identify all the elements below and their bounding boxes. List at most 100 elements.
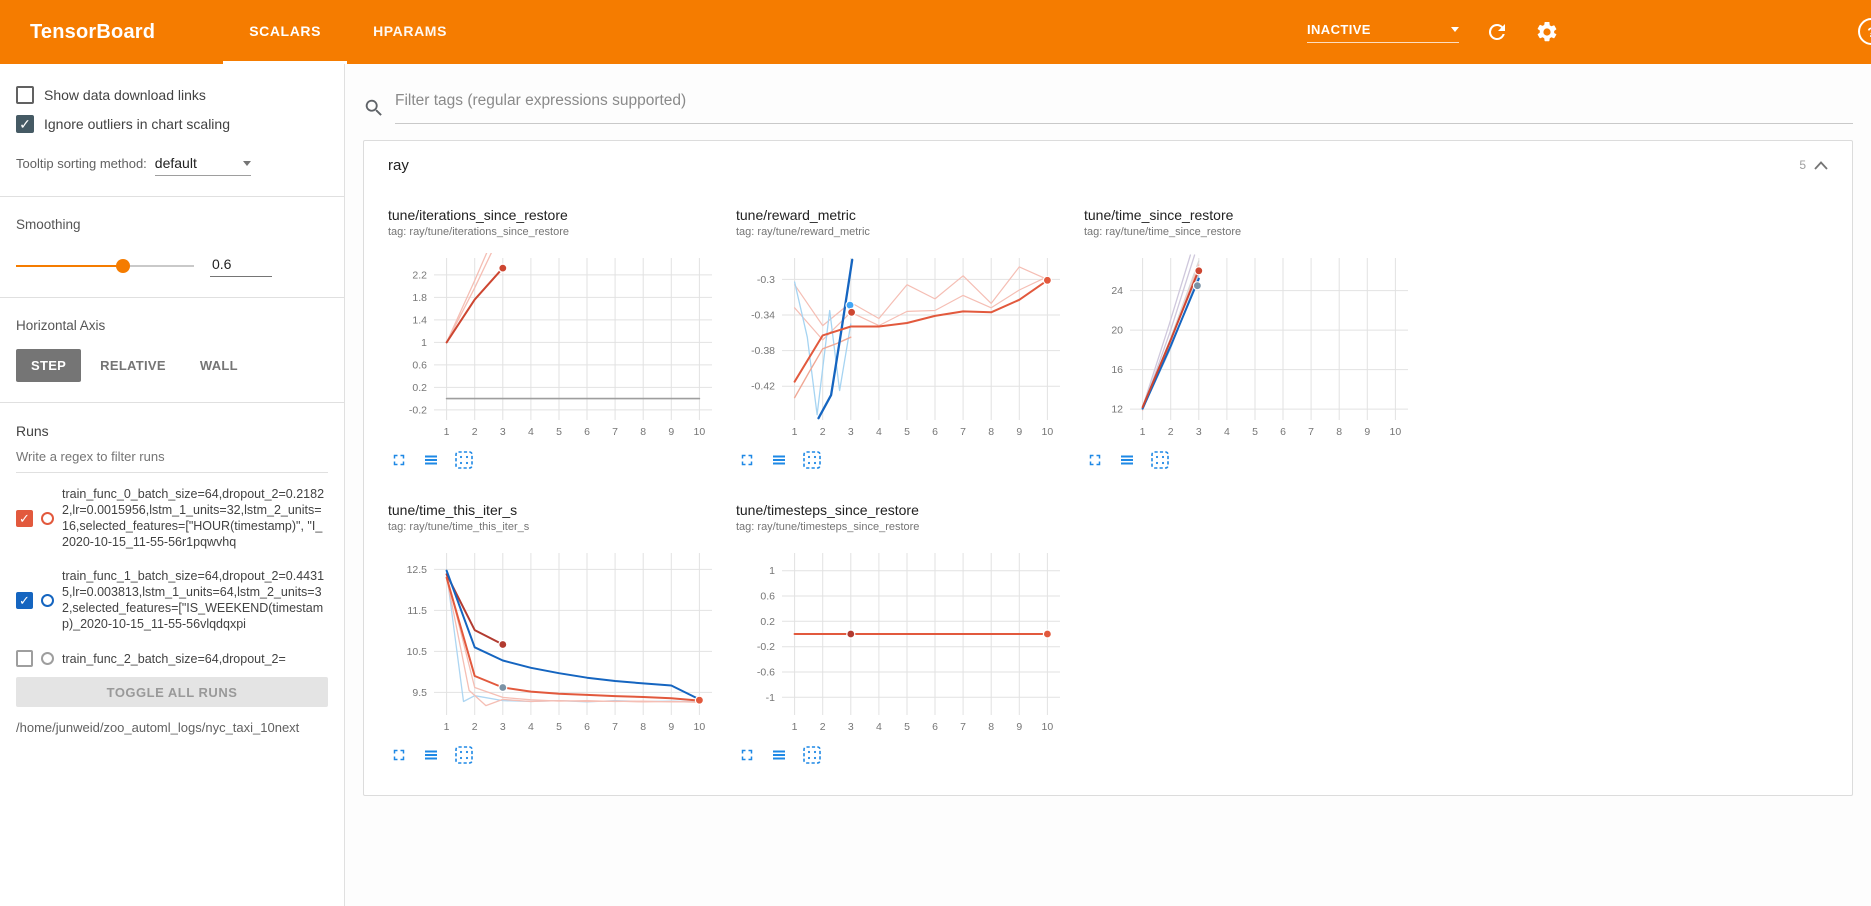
svg-text:12.5: 12.5 bbox=[407, 564, 428, 576]
chart-toolbar bbox=[736, 745, 1066, 765]
run-item[interactable]: ✓ train_func_1_batch_size=64,dropout_2=0.… bbox=[16, 559, 328, 641]
svg-text:1.4: 1.4 bbox=[412, 314, 427, 326]
svg-text:3: 3 bbox=[848, 426, 854, 438]
fit-domain-icon[interactable] bbox=[802, 450, 822, 470]
fit-domain-icon[interactable] bbox=[454, 745, 474, 765]
axis-wall-button[interactable]: WALL bbox=[185, 349, 253, 382]
horizontal-axis-section: Horizontal Axis STEP RELATIVE WALL bbox=[16, 318, 328, 382]
chart-toolbar bbox=[388, 450, 718, 470]
run-filter-input[interactable] bbox=[16, 439, 328, 473]
svg-text:1: 1 bbox=[792, 426, 798, 438]
run-color-ring bbox=[41, 511, 54, 525]
svg-text:8: 8 bbox=[640, 721, 646, 733]
run-checkbox[interactable]: ✓ bbox=[16, 509, 33, 527]
content-area: Show data download links ✓ Ignore outlie… bbox=[0, 64, 1871, 906]
axis-relative-button[interactable]: RELATIVE bbox=[85, 349, 181, 382]
ignore-outliers-checkbox[interactable]: ✓ Ignore outliers in chart scaling bbox=[16, 115, 328, 133]
svg-text:2: 2 bbox=[820, 721, 826, 733]
tag-filter-input[interactable] bbox=[395, 92, 1853, 124]
chart-plot[interactable]: -0.42 -0.38 -0.34 -0.3 1 2 3 4 5 6 7 8 9 10 bbox=[736, 248, 1070, 446]
expand-chart-icon[interactable] bbox=[1086, 451, 1104, 469]
run-selector-icon[interactable] bbox=[1118, 451, 1136, 469]
expand-chart-icon[interactable] bbox=[738, 451, 756, 469]
svg-text:9: 9 bbox=[668, 426, 674, 438]
svg-text:5: 5 bbox=[904, 721, 910, 733]
smoothing-slider[interactable] bbox=[16, 258, 194, 273]
checkbox-label: Show data download links bbox=[44, 87, 206, 103]
chart-plot[interactable]: 9.5 10.5 11.5 12.5 1 2 3 4 5 6 7 8 9 10 bbox=[388, 543, 722, 741]
divider bbox=[0, 297, 344, 298]
expand-chart-icon[interactable] bbox=[738, 746, 756, 764]
chart-title: tune/time_since_restore bbox=[1084, 207, 1234, 223]
svg-text:7: 7 bbox=[1308, 426, 1314, 438]
svg-text:9.5: 9.5 bbox=[412, 687, 427, 699]
settings-gear-icon[interactable] bbox=[1535, 20, 1559, 44]
run-item[interactable]: ✓ train_func_0_batch_size=64,dropout_2=0.… bbox=[16, 477, 328, 559]
reload-status-select[interactable]: INACTIVE bbox=[1307, 22, 1459, 43]
tag-group-card: ray 5 tune/iterations_since_restore tag: … bbox=[363, 140, 1853, 796]
chevron-up-icon[interactable] bbox=[1814, 160, 1828, 170]
chart-grid: tune/iterations_since_restore tag: ray/tu… bbox=[364, 189, 1852, 795]
chart-plot[interactable]: -0.2 0.2 0.6 1 1.4 1.8 2.2 1 2 3 4 5 6 7 8 9 10 bbox=[388, 248, 722, 446]
smoothing-label: Smoothing bbox=[16, 217, 81, 232]
run-checkbox[interactable]: ✓ bbox=[16, 591, 33, 609]
chart-plot[interactable]: -1 -0.6 -0.2 0.2 0.6 1 1 2 3 4 5 6 7 8 9 10 bbox=[736, 543, 1070, 741]
svg-text:7: 7 bbox=[612, 721, 618, 733]
tab-hparams[interactable]: HPARAMS bbox=[373, 22, 448, 39]
axis-step-button[interactable]: STEP bbox=[16, 349, 82, 382]
svg-text:4: 4 bbox=[876, 721, 882, 733]
reload-status-value: INACTIVE bbox=[1307, 21, 1371, 37]
svg-text:20: 20 bbox=[1111, 325, 1123, 337]
smoothing-section: Smoothing bbox=[16, 217, 328, 277]
tab-scalars[interactable]: SCALARS bbox=[223, 0, 348, 64]
svg-text:10: 10 bbox=[1042, 721, 1054, 733]
svg-text:9: 9 bbox=[668, 721, 674, 733]
log-directory-path: /home/junweid/zoo_automl_logs/nyc_taxi_1… bbox=[16, 720, 300, 735]
svg-text:4: 4 bbox=[528, 721, 534, 733]
toggle-all-runs-button[interactable]: TOGGLE ALL RUNS bbox=[16, 677, 328, 707]
run-checkbox[interactable] bbox=[16, 650, 33, 667]
smoothing-value-input[interactable] bbox=[210, 254, 272, 277]
refresh-icon[interactable] bbox=[1485, 20, 1509, 44]
fit-domain-icon[interactable] bbox=[454, 450, 474, 470]
run-list: ✓ train_func_0_batch_size=64,dropout_2=0.… bbox=[16, 477, 328, 675]
chevron-down-icon bbox=[242, 160, 251, 166]
svg-text:1: 1 bbox=[769, 565, 775, 577]
tag-group-header[interactable]: ray 5 bbox=[364, 141, 1852, 189]
chart-timesteps_since_restore: tune/timesteps_since_restore tag: ray/tun… bbox=[724, 492, 1072, 765]
tag-filter-bar bbox=[345, 64, 1871, 124]
run-item[interactable]: train_func_2_batch_size=64,dropout_2= bbox=[16, 641, 328, 675]
slider-thumb[interactable] bbox=[115, 258, 130, 273]
svg-text:0.6: 0.6 bbox=[760, 591, 775, 603]
run-label: train_func_1_batch_size=64,dropout_2=0.4… bbox=[62, 569, 325, 631]
svg-text:9: 9 bbox=[1364, 426, 1370, 438]
run-selector-icon[interactable] bbox=[422, 451, 440, 469]
svg-text:7: 7 bbox=[612, 426, 618, 438]
chart-toolbar bbox=[388, 745, 718, 765]
svg-text:4: 4 bbox=[528, 426, 534, 438]
svg-text:-0.38: -0.38 bbox=[751, 345, 775, 357]
svg-text:1: 1 bbox=[444, 721, 450, 733]
run-selector-icon[interactable] bbox=[770, 451, 788, 469]
show-download-links-checkbox[interactable]: Show data download links bbox=[16, 86, 328, 104]
run-color-ring bbox=[41, 593, 54, 607]
fit-domain-icon[interactable] bbox=[1150, 450, 1170, 470]
run-selector-icon[interactable] bbox=[770, 746, 788, 764]
svg-text:5: 5 bbox=[556, 426, 562, 438]
header-toolbar: INACTIVE bbox=[1307, 0, 1871, 64]
svg-text:6: 6 bbox=[932, 426, 938, 438]
run-label: train_func_2_batch_size=64,dropout_2= bbox=[62, 651, 286, 666]
svg-text:3: 3 bbox=[848, 721, 854, 733]
tooltip-sort-label: Tooltip sorting method: bbox=[16, 156, 147, 171]
chart-toolbar bbox=[736, 450, 1066, 470]
svg-text:6: 6 bbox=[584, 721, 590, 733]
tooltip-sort-select[interactable]: default bbox=[154, 155, 251, 176]
svg-text:11.5: 11.5 bbox=[407, 605, 427, 617]
fit-domain-icon[interactable] bbox=[802, 745, 822, 765]
expand-chart-icon[interactable] bbox=[390, 451, 408, 469]
expand-chart-icon[interactable] bbox=[390, 746, 408, 764]
divider bbox=[0, 402, 344, 403]
chart-title: tune/reward_metric bbox=[736, 207, 856, 223]
run-selector-icon[interactable] bbox=[422, 746, 440, 764]
